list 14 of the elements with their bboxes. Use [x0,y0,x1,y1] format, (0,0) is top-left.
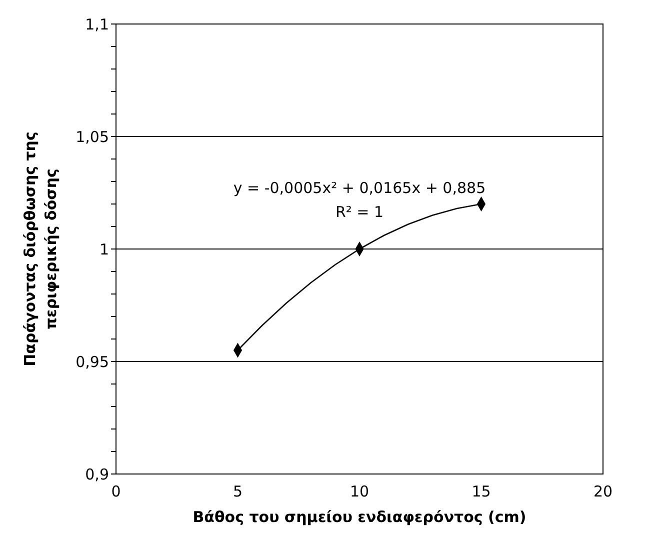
x-tick-label: 0 [111,482,121,501]
y-axis-title: Παράγοντας διόρθωσης της περιφερικής δόσης [20,130,61,368]
x-tick-label: 20 [593,482,613,501]
x-tick-label: 15 [472,482,491,501]
y-tick-label: 1,1 [85,15,109,34]
y-tick-label: 1 [99,240,109,258]
annotation: R² = 1 [334,203,385,222]
annotation: y = -0,0005x² + 0,0165x + 0,885 [232,179,487,198]
y-tick-label: 1,05 [76,128,109,146]
y-tick-label: 0,95 [76,352,109,371]
x-axis-title: Βάθος του σημείου ενδιαφερόντος (cm) [192,508,528,526]
y-tick-label: 0,9 [85,465,109,484]
x-tick-label: 10 [350,482,370,501]
x-tick-label: 5 [232,482,243,501]
